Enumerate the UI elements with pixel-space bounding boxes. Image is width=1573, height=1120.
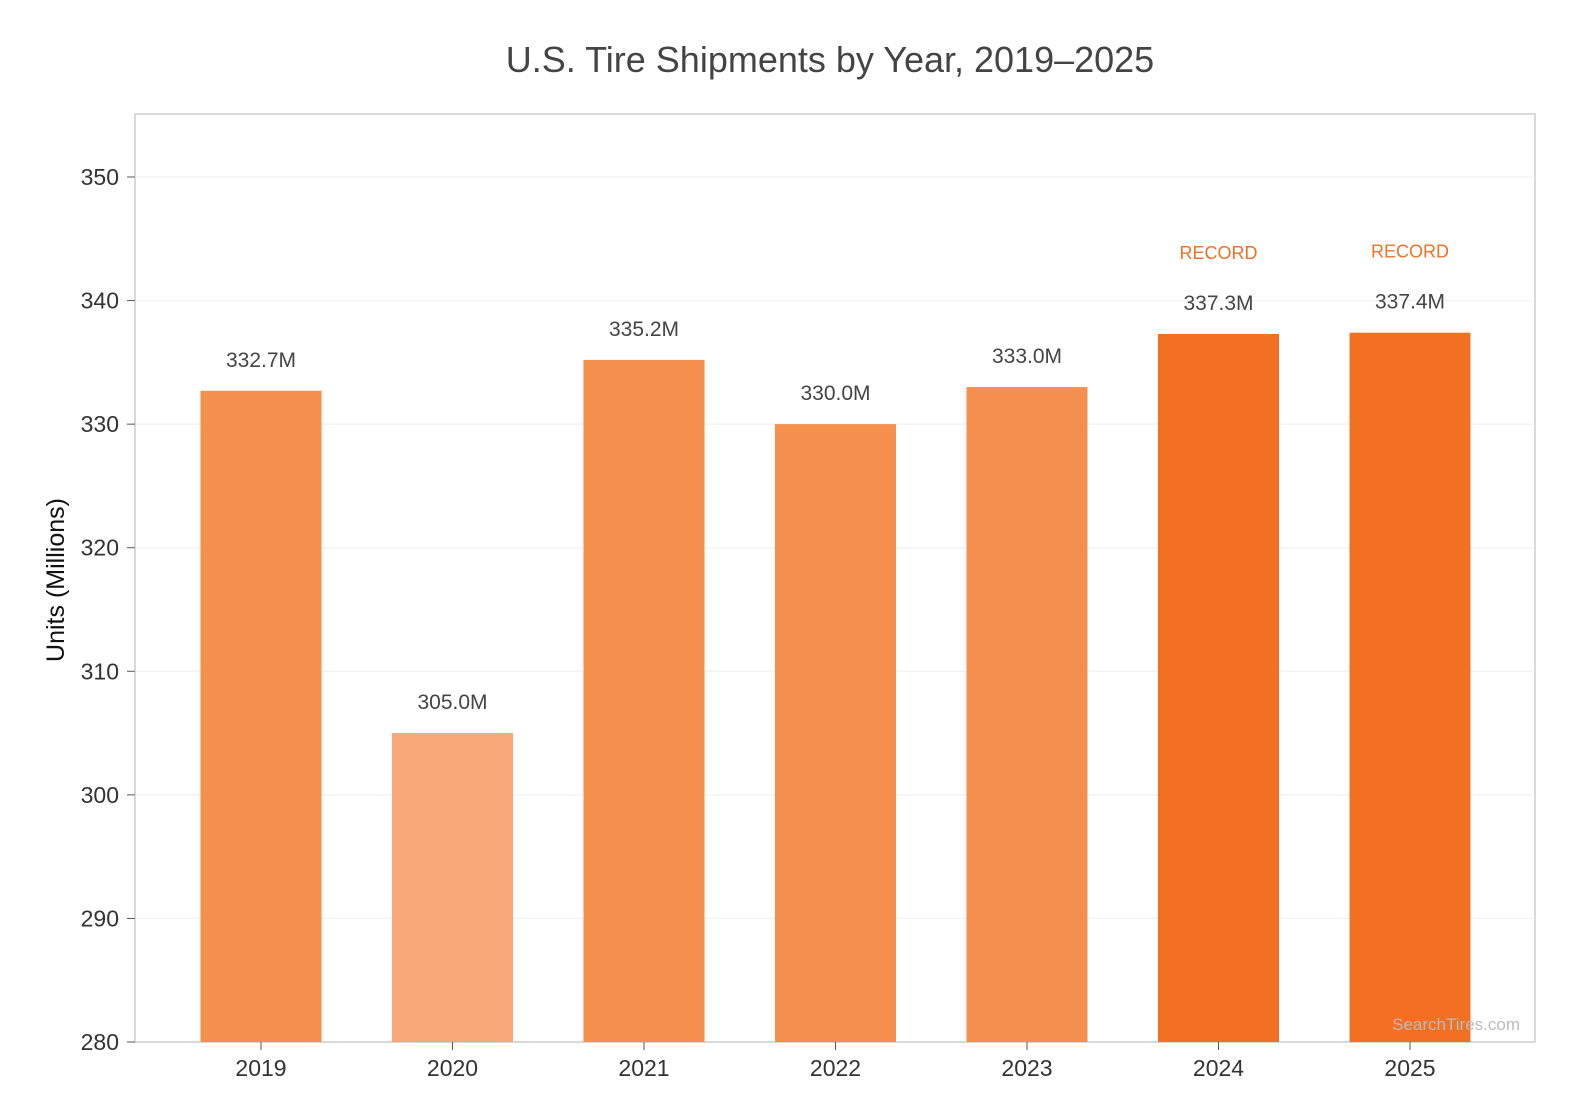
y-axis: 280 290 300 310 320 330 340 350	[81, 164, 135, 1055]
x-tick-label-2020: 2020	[427, 1055, 478, 1081]
value-label-2025: 337.4M	[1375, 291, 1445, 314]
y-tick-label: 290	[81, 905, 119, 931]
y-tick-label: 310	[81, 658, 119, 684]
value-label-2023: 333.0M	[992, 345, 1062, 368]
bars	[200, 332, 1471, 1043]
y-tick-label: 330	[81, 411, 119, 437]
x-tick-label-2019: 2019	[235, 1055, 286, 1081]
bar-2022	[775, 424, 896, 1043]
watermark: SearchTires.com	[1392, 1015, 1520, 1034]
value-labels: 332.7M 305.0M 335.2M 330.0M 333.0M 337.3M RECO…	[226, 242, 1449, 714]
y-tick-label: 320	[81, 535, 119, 561]
bar-2025	[1349, 332, 1471, 1042]
value-label-2021: 335.2M	[609, 318, 679, 341]
y-tick-label: 340	[81, 288, 119, 314]
x-tick-label-2022: 2022	[810, 1055, 861, 1081]
y-axis-label: Units (Millions)	[42, 498, 70, 662]
y-tick-label: 300	[81, 782, 119, 808]
record-annotation-2025: RECORD	[1371, 242, 1449, 262]
y-tick-label: 280	[81, 1029, 119, 1055]
x-tick-label-2024: 2024	[1193, 1055, 1244, 1081]
value-label-2024: 337.3M	[1183, 292, 1253, 315]
value-label-2022: 330.0M	[800, 382, 870, 405]
bar-2023	[966, 387, 1088, 1043]
record-annotation-2024: RECORD	[1179, 243, 1257, 263]
x-tick-label-2023: 2023	[1001, 1055, 1052, 1081]
x-tick-label-2021: 2021	[618, 1055, 669, 1081]
chart-title: U.S. Tire Shipments by Year, 2019–2025	[506, 39, 1154, 80]
value-label-2020: 305.0M	[417, 691, 487, 714]
bar-2024	[1158, 333, 1279, 1043]
bar-2020	[392, 733, 513, 1042]
bar-2021	[583, 359, 705, 1042]
y-tick-label: 350	[81, 164, 119, 190]
x-axis: 2019 2020 2021 2022 2023 2024 2025	[235, 1042, 1436, 1081]
bar-2019	[200, 390, 322, 1042]
value-label-2019: 332.7M	[226, 349, 296, 372]
x-tick-label-2025: 2025	[1384, 1055, 1435, 1081]
